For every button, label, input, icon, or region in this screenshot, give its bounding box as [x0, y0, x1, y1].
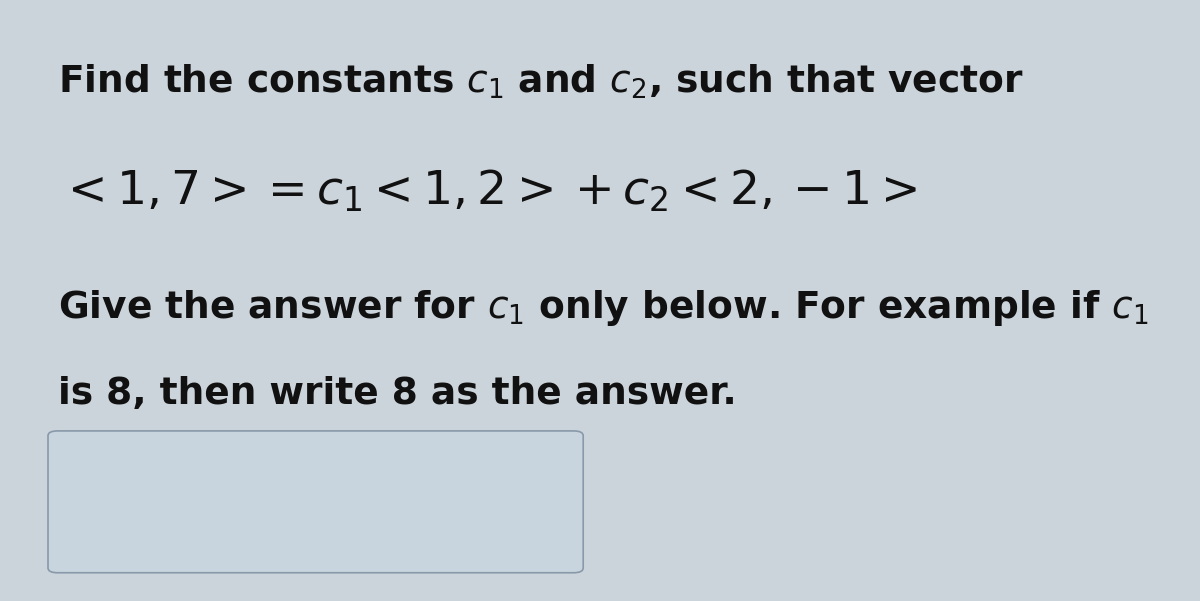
- FancyBboxPatch shape: [48, 431, 583, 573]
- Text: is 8, then write 8 as the answer.: is 8, then write 8 as the answer.: [58, 376, 737, 412]
- Text: $< 1, 7 >= c_1 < 1, 2 > +c_2 < 2, -1 >$: $< 1, 7 >= c_1 < 1, 2 > +c_2 < 2, -1 >$: [58, 168, 917, 215]
- Text: Give the answer for $c_1$ only below. For example if $c_1$: Give the answer for $c_1$ only below. Fo…: [58, 288, 1148, 329]
- Text: Find the constants $c_1$ and $c_2$, such that vector: Find the constants $c_1$ and $c_2$, such…: [58, 63, 1024, 102]
